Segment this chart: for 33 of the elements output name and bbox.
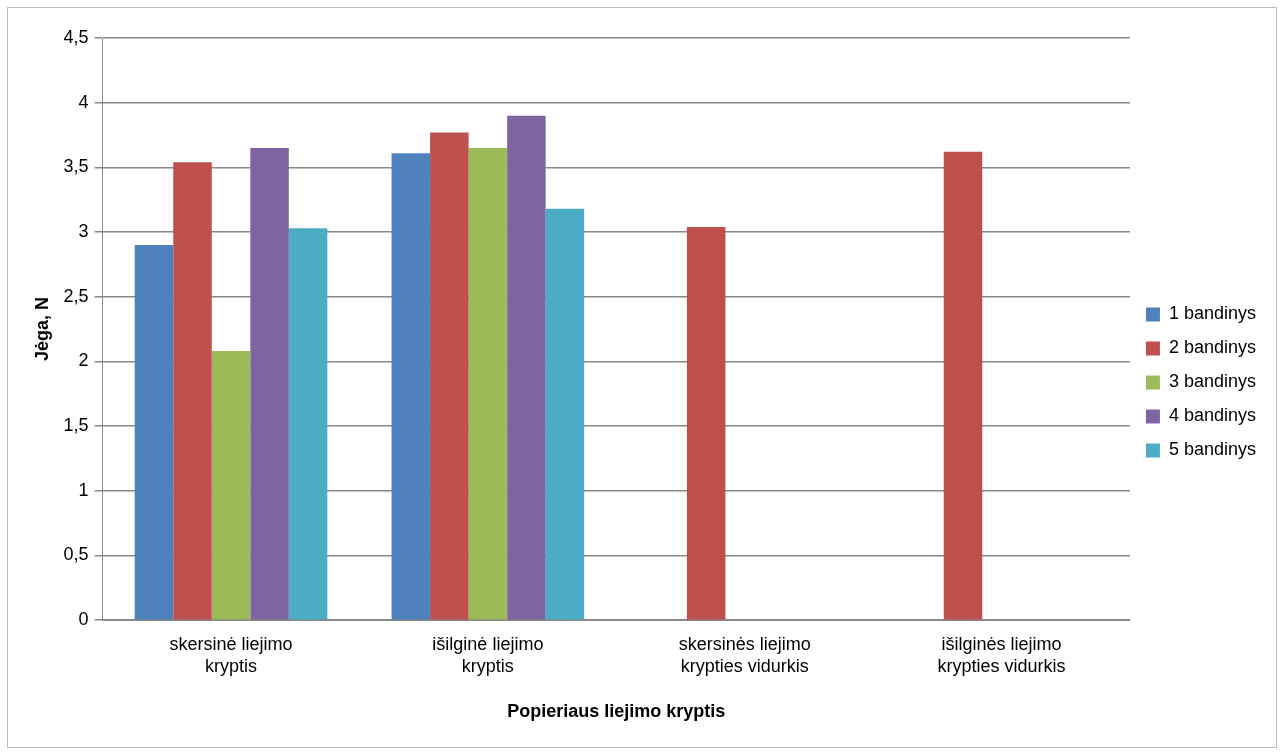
x-tick-label: išilginė liejimo kryptis xyxy=(432,633,544,676)
y-tick-label: 3 xyxy=(78,221,89,242)
y-tick-label: 4,5 xyxy=(63,26,89,47)
bar xyxy=(468,147,508,620)
x-tick-label: skersinės liejimo krypties vidurkis xyxy=(678,633,811,676)
y-tick-label: 0 xyxy=(78,609,89,630)
bar xyxy=(430,132,469,620)
y-tick-label: 1 xyxy=(78,479,89,500)
y-tick-label: 0,5 xyxy=(63,544,89,565)
x-tick-label: išilginės liejimo krypties vidurkis xyxy=(937,633,1066,676)
y-tick-label: 4 xyxy=(78,91,89,112)
bar xyxy=(250,147,289,620)
bar xyxy=(173,162,212,620)
bar xyxy=(391,153,431,620)
bar xyxy=(288,228,328,620)
legend-label: 4 bandinys xyxy=(1168,405,1257,426)
y-tick-label: 3,5 xyxy=(63,156,89,177)
legend-label: 2 bandinys xyxy=(1168,337,1257,358)
bar xyxy=(507,115,546,620)
y-tick-label: 2,5 xyxy=(63,285,89,306)
legend-label: 3 bandinys xyxy=(1168,371,1257,392)
x-tick-label: skersinė liejimo kryptis xyxy=(169,633,293,676)
bar xyxy=(686,226,726,620)
legend-label: 1 bandinys xyxy=(1168,303,1257,324)
bar xyxy=(545,208,585,620)
y-tick-label: 2 xyxy=(78,350,89,371)
y-tick-label: 1,5 xyxy=(63,415,89,436)
y-axis-title: Jėga, N xyxy=(31,297,52,362)
bar xyxy=(943,151,983,620)
bar xyxy=(211,351,251,620)
x-axis-title: Popieriaus liejimo kryptis xyxy=(507,701,726,722)
bar xyxy=(134,245,174,620)
legend-label: 5 bandinys xyxy=(1168,439,1257,460)
